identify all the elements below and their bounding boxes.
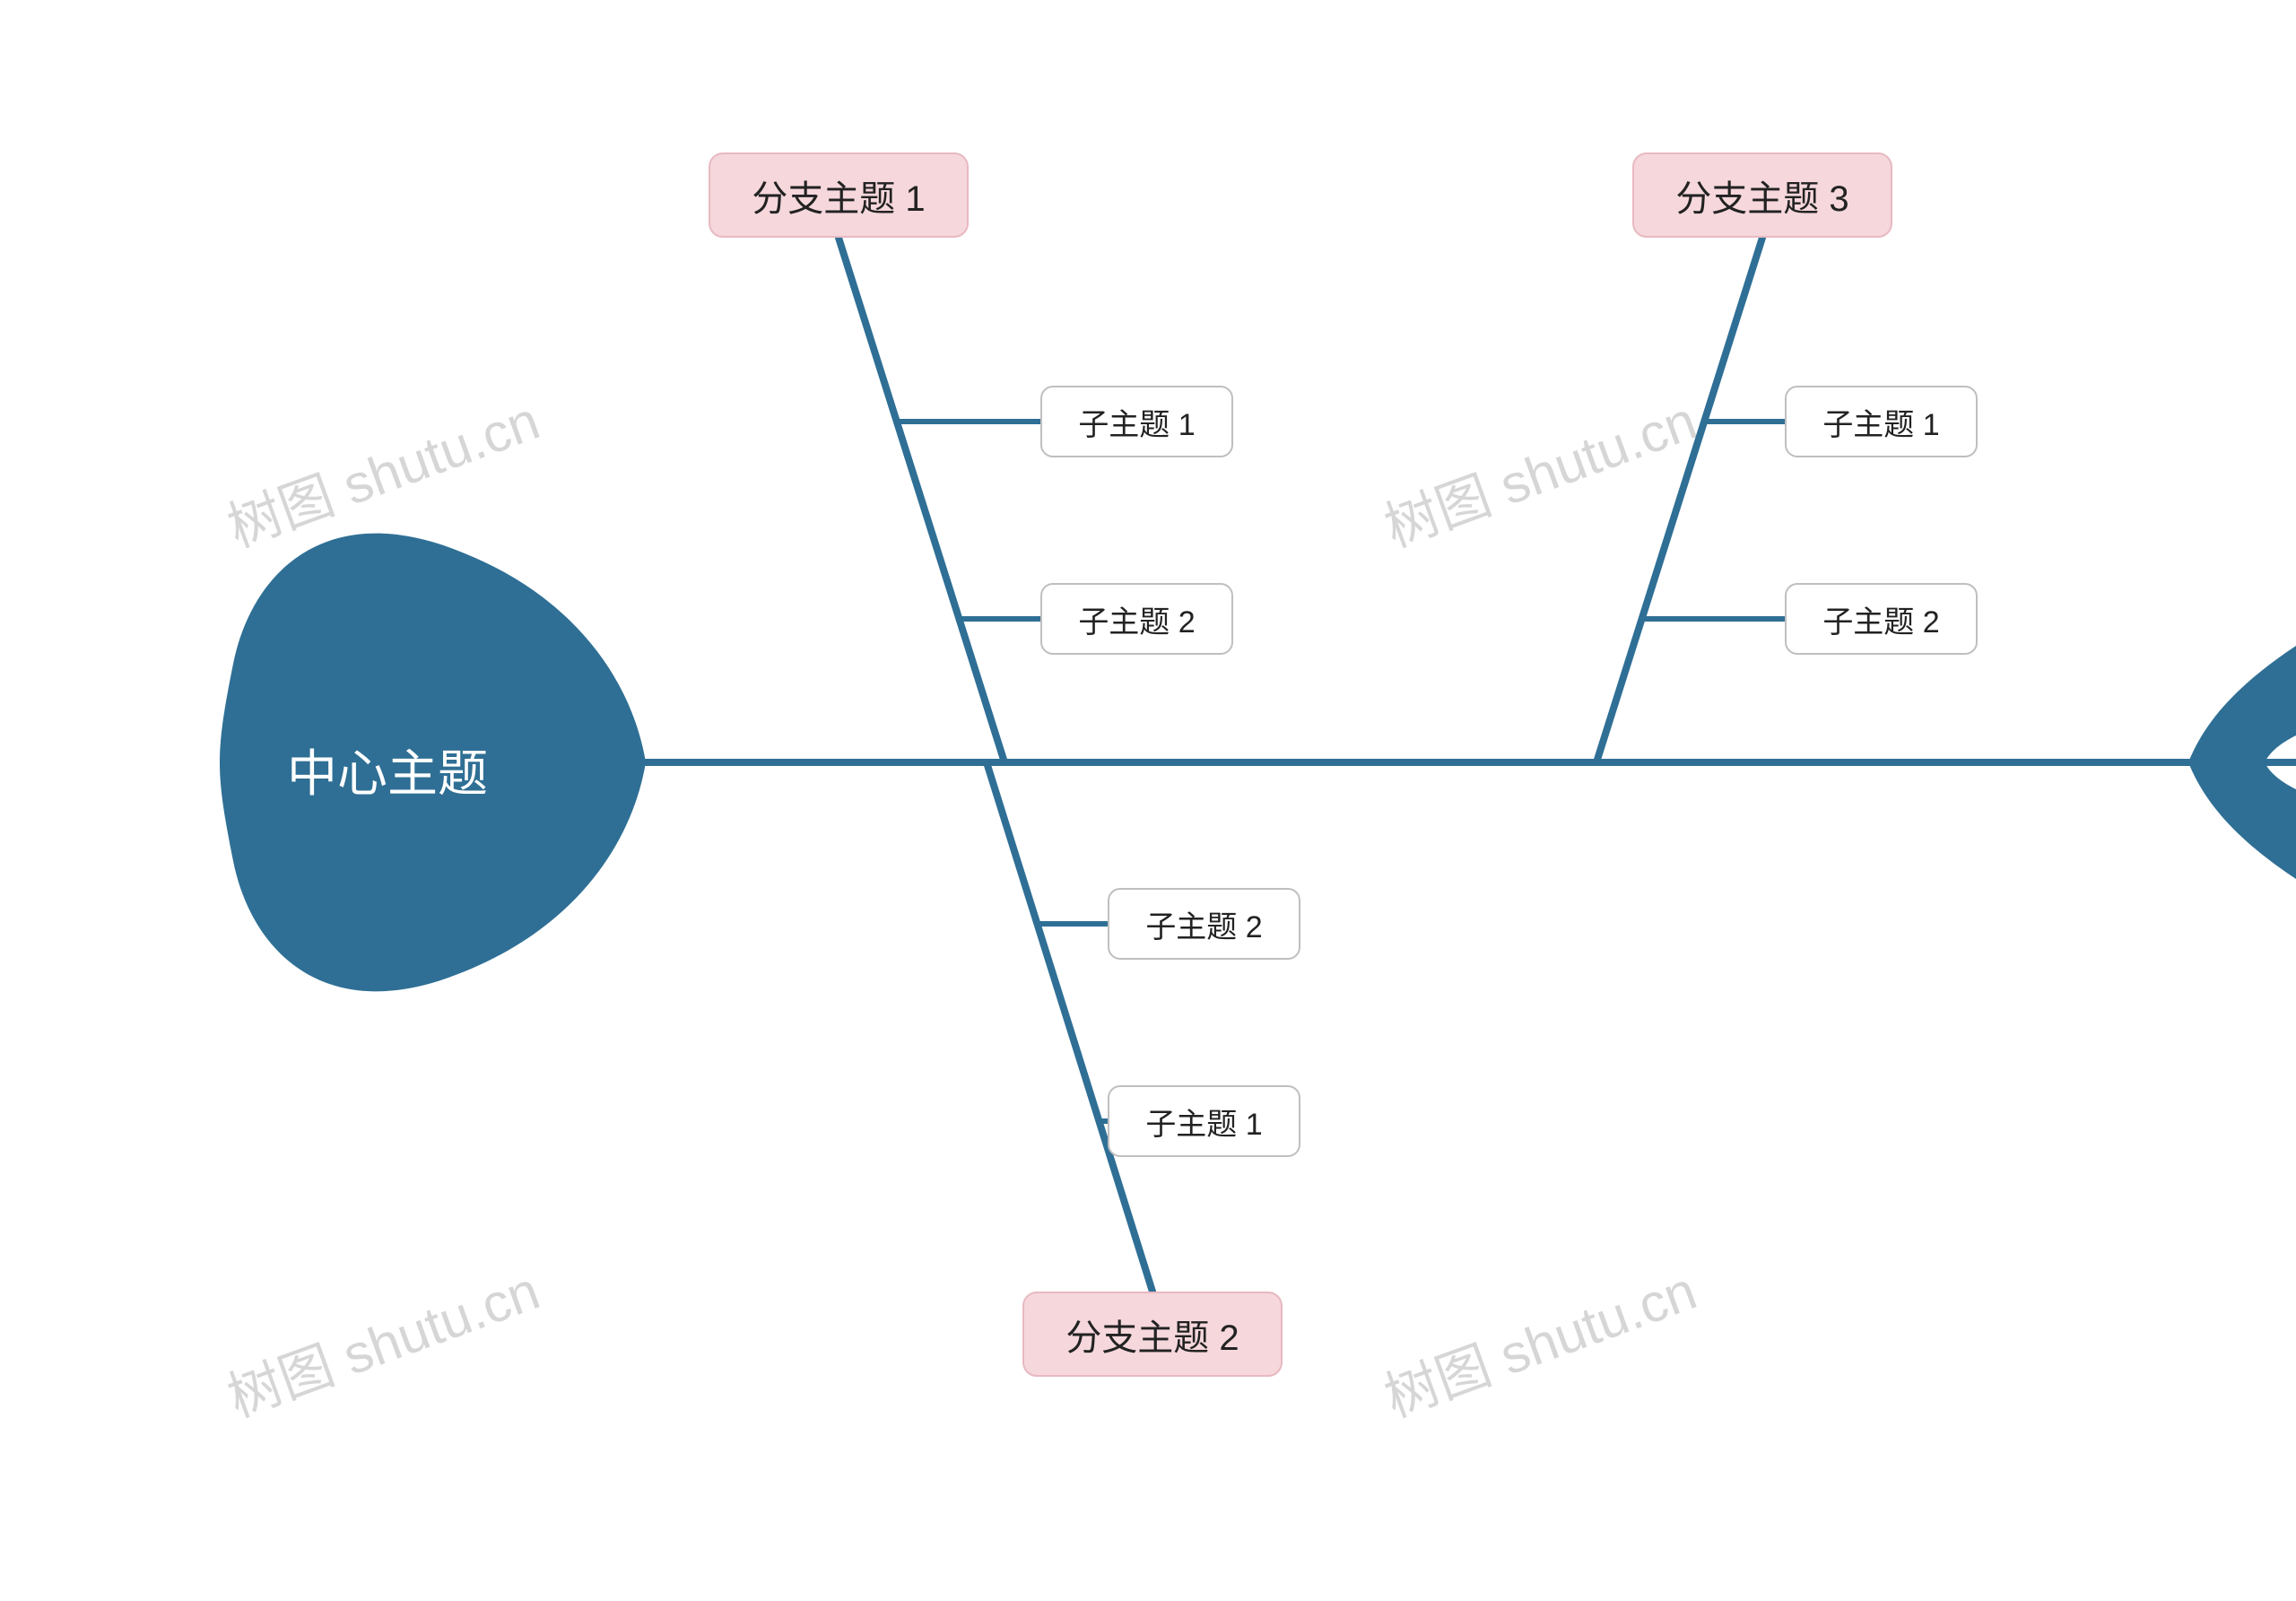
sub-topic-1-2[interactable]: 子主题 2 bbox=[1040, 583, 1233, 655]
central-topic[interactable]: 中心主题 bbox=[287, 734, 488, 806]
sub-topic-1-1[interactable]: 子主题 1 bbox=[1040, 386, 1233, 457]
branch-topic-1[interactable]: 分支主题 1 bbox=[709, 152, 969, 238]
sub-topic-2-2[interactable]: 子主题 2 bbox=[1108, 888, 1300, 960]
bone-branch-1 bbox=[839, 238, 1004, 762]
bone-branch-2 bbox=[987, 762, 1152, 1292]
branch-topic-3[interactable]: 分支主题 3 bbox=[1632, 152, 1892, 238]
fishbone-diagram: 树图 shutu.cn 树图 shutu.cn 树图 shutu.cn 树图 s… bbox=[0, 0, 2296, 1601]
bone-branch-3 bbox=[1596, 238, 1762, 762]
sub-topic-3-1[interactable]: 子主题 1 bbox=[1785, 386, 1978, 457]
branch-topic-2[interactable]: 分支主题 2 bbox=[1022, 1292, 1283, 1377]
sub-topic-2-1[interactable]: 子主题 1 bbox=[1108, 1085, 1300, 1157]
sub-topic-3-2[interactable]: 子主题 2 bbox=[1785, 583, 1978, 655]
